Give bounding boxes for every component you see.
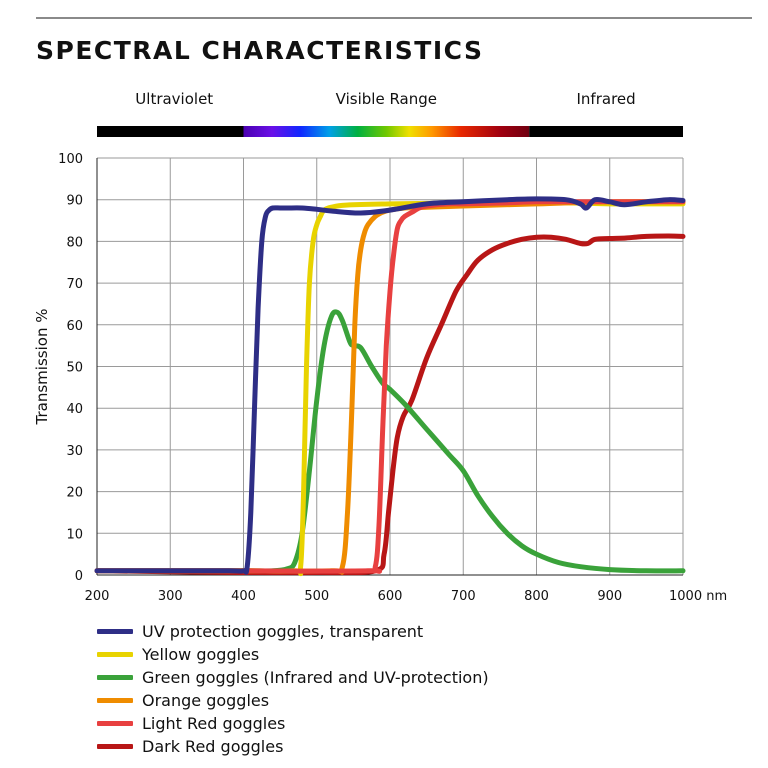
x-tick-label: 900 (597, 589, 622, 604)
x-tick-label: 200 (85, 589, 110, 604)
y-tick-label: 80 (66, 235, 83, 250)
y-tick-label: 0 (75, 569, 83, 584)
series-line-green-goggles-infrared-and-uv-protection (94, 309, 686, 574)
legend-swatch (97, 698, 133, 703)
chart-tick-labels: 200 300 400 500 600 700 800 900 1000 nm 0 10 20 30 40… (33, 152, 727, 604)
spectrum-band-label: Infrared (577, 90, 636, 108)
y-tick-label: 90 (66, 194, 83, 209)
x-tick-label: 300 (158, 589, 183, 604)
series-line-dark-red-goggles (94, 233, 686, 576)
page-title: SPECTRAL CHARACTERISTICS (36, 36, 484, 65)
chart-grid (97, 157, 684, 575)
y-tick-label: 100 (58, 152, 83, 167)
spectrum-band-bar (529, 126, 683, 137)
x-tick-label: 400 (231, 589, 256, 604)
x-tick-label: 500 (304, 589, 329, 604)
legend-label: Yellow goggles (142, 645, 260, 664)
legend-item: UV protection goggles, transparent (97, 620, 489, 643)
spectrum-band-label: Visible Range (336, 90, 437, 108)
spectral-chart: Ultraviolet Visible Range Infrared 200 300 4… (33, 90, 727, 604)
x-tick-label: 800 (524, 589, 549, 604)
legend-item: Green goggles (Infrared and UV-protectio… (97, 666, 489, 689)
y-tick-label: 40 (66, 402, 83, 417)
spectrum-bands: Ultraviolet Visible Range Infrared (97, 90, 683, 137)
legend-swatch (97, 675, 133, 680)
chart-axes (96, 158, 683, 576)
legend-swatch (97, 629, 133, 634)
legend-swatch (97, 652, 133, 657)
spectrum-band-label: Ultraviolet (135, 90, 213, 108)
legend-item: Yellow goggles (97, 643, 489, 666)
x-tick-label: 600 (378, 589, 403, 604)
legend-item: Light Red goggles (97, 712, 489, 735)
y-tick-label: 20 (66, 486, 83, 501)
series-line-uv-protection-goggles-transparent (94, 196, 686, 575)
y-tick-label: 50 (66, 361, 83, 376)
spectrum-band-bar (243, 126, 530, 137)
y-tick-label: 30 (66, 444, 83, 459)
spectrum-band-bar (97, 126, 244, 137)
series-line-light-red-goggles (94, 199, 686, 574)
y-tick-label: 70 (66, 277, 83, 292)
legend-label: Dark Red goggles (142, 737, 284, 756)
y-tick-label: 60 (66, 319, 83, 334)
x-tick-label: 700 (451, 589, 476, 604)
x-tick-label: 1000 nm (669, 589, 727, 604)
top-divider (36, 17, 752, 19)
legend-label: UV protection goggles, transparent (142, 622, 424, 641)
legend-swatch (97, 721, 133, 726)
legend-swatch (97, 744, 133, 749)
chart-series (94, 196, 686, 577)
legend-label: Light Red goggles (142, 714, 286, 733)
legend-item: Dark Red goggles (97, 735, 489, 758)
chart-legend: UV protection goggles, transparent Yello… (97, 620, 489, 758)
legend-label: Green goggles (Infrared and UV-protectio… (142, 668, 489, 687)
legend-label: Orange goggles (142, 691, 270, 710)
y-axis-label: Transmission % (33, 309, 51, 426)
legend-item: Orange goggles (97, 689, 489, 712)
y-tick-label: 10 (66, 527, 83, 542)
